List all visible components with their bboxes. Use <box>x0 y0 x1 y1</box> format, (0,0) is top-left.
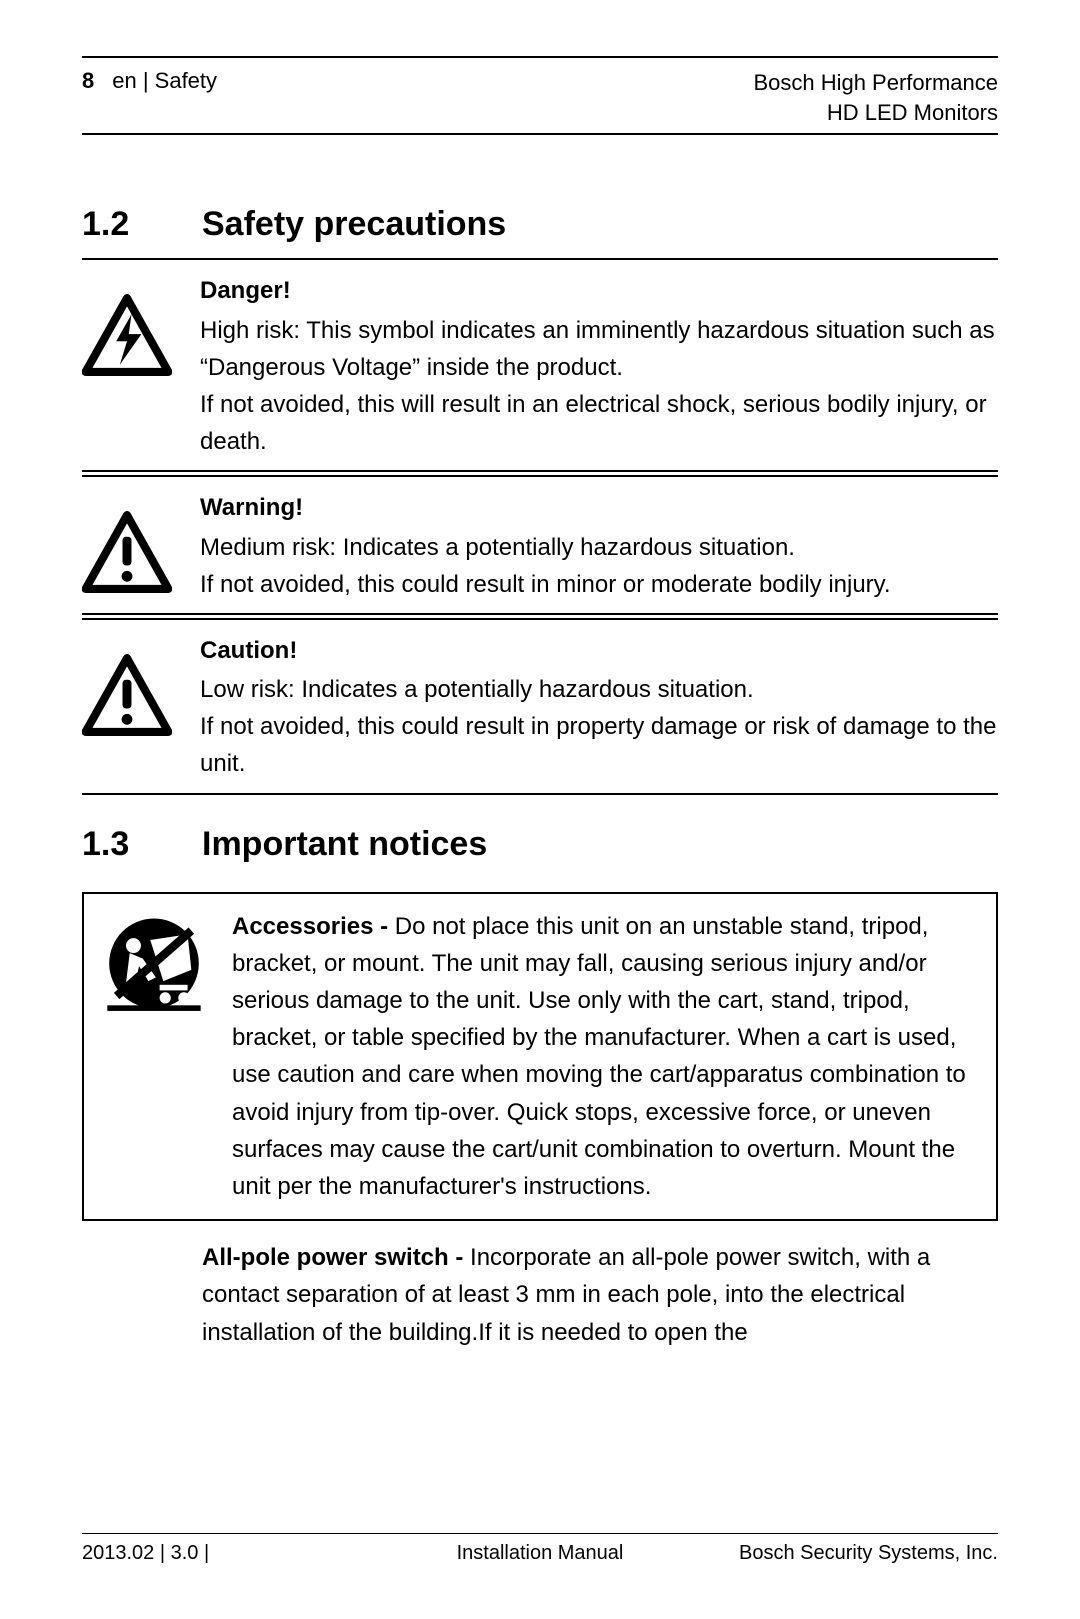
page-number: 8 <box>82 68 94 94</box>
header-right-line1: Bosch High Performance <box>753 68 998 98</box>
header-left: 8 en | Safety <box>82 68 217 94</box>
warning-icon <box>82 489 174 603</box>
rule-after-caution <box>82 793 998 795</box>
allpole-lead: All-pole power switch - <box>202 1244 470 1271</box>
footer-row: 2013.02 | 3.0 | Installation Manual Bosc… <box>82 1534 998 1565</box>
rule-after-warning <box>82 613 998 620</box>
section-1-3-num: 1.3 <box>82 825 154 864</box>
accessories-text: Accessories - Do not place this unit on … <box>232 908 980 1206</box>
header-row: 8 en | Safety Bosch High Performance HD … <box>82 64 998 133</box>
accessories-box: Accessories - Do not place this unit on … <box>82 892 998 1222</box>
page: 8 en | Safety Bosch High Performance HD … <box>0 0 1080 1619</box>
caution-icon <box>82 632 174 783</box>
tip-over-icon <box>98 908 210 1206</box>
warning-block: Warning! Medium risk: Indicates a potent… <box>82 477 998 613</box>
footer-left: 2013.02 | 3.0 | <box>82 1542 387 1565</box>
section-1-3-heading: 1.3 Important notices <box>82 825 998 874</box>
accessories-body: Do not place this unit on an unstable st… <box>232 913 966 1200</box>
caution-text: Caution! Low risk: Indicates a potential… <box>200 632 998 783</box>
warning-text: Warning! Medium risk: Indicates a potent… <box>200 489 998 603</box>
header-rule-top <box>82 56 998 58</box>
allpole-text: All-pole power switch - Incorporate an a… <box>82 1239 998 1351</box>
caution-title: Caution! <box>200 632 998 669</box>
header-rule-bottom <box>82 133 998 135</box>
section-1-2-title: Safety precautions <box>202 205 506 244</box>
footer-center: Installation Manual <box>387 1542 692 1565</box>
caution-body: Low risk: Indicates a potentially hazard… <box>200 671 998 783</box>
danger-title: Danger! <box>200 272 998 309</box>
section-1-2-num: 1.2 <box>82 205 154 244</box>
rule-after-danger <box>82 470 998 477</box>
danger-body: High risk: This symbol indicates an immi… <box>200 312 998 461</box>
header-right: Bosch High Performance HD LED Monitors <box>753 68 998 127</box>
section-1-3-title: Important notices <box>202 825 487 864</box>
header-left-text: en | Safety <box>112 68 217 94</box>
danger-icon <box>82 272 174 460</box>
footer-right: Bosch Security Systems, Inc. <box>693 1542 998 1565</box>
warning-body: Medium risk: Indicates a potentially haz… <box>200 529 998 603</box>
danger-text: Danger! High risk: This symbol indicates… <box>200 272 998 460</box>
footer: 2013.02 | 3.0 | Installation Manual Bosc… <box>82 1533 998 1565</box>
header-right-line2: HD LED Monitors <box>753 98 998 128</box>
caution-block: Caution! Low risk: Indicates a potential… <box>82 620 998 793</box>
section-1-2-heading: 1.2 Safety precautions <box>82 205 998 254</box>
warning-title: Warning! <box>200 489 998 526</box>
accessories-lead: Accessories - <box>232 913 395 940</box>
danger-block: Danger! High risk: This symbol indicates… <box>82 260 998 470</box>
